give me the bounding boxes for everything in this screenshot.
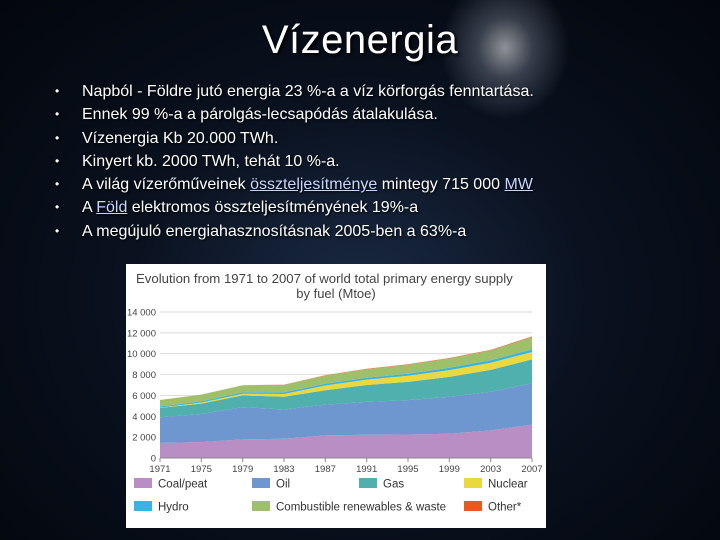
legend-swatch bbox=[252, 478, 270, 488]
slide-title: Vízenergia bbox=[261, 18, 459, 62]
link-osszteljesitmeny[interactable]: összteljesítménye bbox=[250, 176, 378, 194]
legend-label: Coal/peat bbox=[158, 479, 208, 491]
bullet-item: • A világ vízerőműveinek összteljesítmény… bbox=[50, 173, 534, 196]
bullet-glyph: • bbox=[55, 84, 60, 98]
y-tick-label: 8 000 bbox=[132, 370, 156, 381]
legend: Coal/peat Oil Gas Nuclear Hydro Combustible r… bbox=[134, 478, 528, 514]
x-tick-label: 1991 bbox=[356, 464, 377, 475]
x-tick-label: 1995 bbox=[397, 464, 418, 475]
area-combustible-renewables-waste bbox=[160, 337, 532, 407]
y-tick-label: 12 000 bbox=[127, 328, 156, 339]
link-mw[interactable]: MW bbox=[504, 176, 533, 194]
bullet-item: • Kinyert kb. 2000 TWh, tehát 10 %-a. bbox=[50, 150, 534, 173]
bullet-item: • A megújuló energiahasznosításnak 2005-b… bbox=[50, 220, 534, 243]
legend-swatch bbox=[134, 478, 152, 488]
y-tick-label: 2 000 bbox=[132, 433, 156, 444]
x-tick-label: 1987 bbox=[315, 464, 336, 475]
x-tick-label: 2003 bbox=[480, 464, 501, 475]
x-tick-label: 2007 bbox=[521, 464, 542, 475]
energy-supply-chart: Evolution from 1971 to 2007 of world tot… bbox=[126, 264, 546, 528]
bullet-glyph: • bbox=[55, 223, 60, 238]
bullet-glyph: • bbox=[55, 107, 60, 122]
legend-label: Other* bbox=[488, 502, 522, 514]
legend-label: Combustible renewables & waste bbox=[276, 502, 446, 514]
bullet-glyph: • bbox=[55, 200, 60, 215]
bullet-text-post: elektromos összteljesítményének 19%-a bbox=[127, 199, 419, 217]
bullet-item: • A Föld elektromos összteljesítményének … bbox=[50, 196, 534, 219]
legend-swatch bbox=[464, 478, 482, 488]
axes: 0 2 000 4 000 6 000 8 000 10 000 12 000 14 000 1… bbox=[127, 308, 543, 476]
bullet-glyph: • bbox=[55, 130, 60, 145]
legend-swatch bbox=[252, 501, 270, 511]
legend-swatch bbox=[464, 501, 482, 511]
y-tick-label: 0 bbox=[151, 454, 156, 465]
bullet-text-mid: mintegy 715 000 bbox=[377, 176, 505, 194]
legend-label: Hydro bbox=[158, 502, 189, 514]
stacked-areas bbox=[160, 336, 532, 458]
bullet-text: Kinyert kb. 2000 TWh, tehát 10 %-a. bbox=[82, 152, 340, 170]
area-oil bbox=[160, 383, 532, 443]
y-tick-label: 14 000 bbox=[127, 308, 156, 319]
x-tick-label: 1979 bbox=[232, 464, 253, 475]
bullet-glyph: • bbox=[55, 177, 60, 192]
bullet-item: • Napból - Földre jutó energia 23 %-a a v… bbox=[50, 80, 534, 103]
bullet-text: Napból - Földre jutó energia 23 %-a a ví… bbox=[82, 83, 534, 100]
chart-subtitle: by fuel (Mtoe) bbox=[296, 286, 375, 301]
legend-label: Gas bbox=[383, 479, 404, 491]
area-coal-peat bbox=[160, 424, 532, 458]
bullet-text: Ennek 99 %-a a párolgás-lecsapódás átala… bbox=[82, 106, 438, 124]
chart-svg: Evolution from 1971 to 2007 of world tot… bbox=[127, 271, 543, 514]
bullet-text: Vízenergia Kb 20.000 TWh. bbox=[82, 129, 279, 147]
x-tick-label: 1975 bbox=[191, 464, 212, 475]
y-tick-label: 4 000 bbox=[132, 412, 156, 423]
bullet-text: A megújuló energiahasznosításnak 2005-be… bbox=[82, 222, 467, 240]
y-tick-label: 10 000 bbox=[127, 349, 156, 360]
x-tick-label: 1999 bbox=[439, 464, 460, 475]
link-fold[interactable]: Föld bbox=[96, 199, 128, 217]
bullet-list: • Napból - Földre jutó energia 23 %-a a v… bbox=[50, 80, 534, 243]
light-glow bbox=[440, 0, 570, 120]
area-gas bbox=[160, 359, 532, 418]
area-nuclear bbox=[160, 352, 532, 408]
area-hydro bbox=[160, 349, 532, 408]
x-tick-label: 1983 bbox=[273, 464, 294, 475]
legend-swatch bbox=[359, 478, 377, 488]
x-tick-label: 1971 bbox=[149, 464, 170, 475]
chart-title: Evolution from 1971 to 2007 of world tot… bbox=[136, 271, 513, 286]
bullet-item: • Vízenergia Kb 20.000 TWh. bbox=[50, 127, 534, 150]
legend-label: Oil bbox=[276, 479, 290, 491]
bullet-text-pre: A bbox=[82, 199, 97, 217]
bullet-text-pre: A világ vízerőműveinek bbox=[82, 176, 251, 194]
bullet-item: • Ennek 99 %-a a párolgás-lecsapódás átal… bbox=[50, 103, 534, 126]
bullet-glyph: • bbox=[55, 153, 60, 168]
legend-swatch bbox=[134, 501, 152, 511]
y-tick-label: 6 000 bbox=[132, 391, 156, 402]
legend-label: Nuclear bbox=[488, 479, 528, 491]
